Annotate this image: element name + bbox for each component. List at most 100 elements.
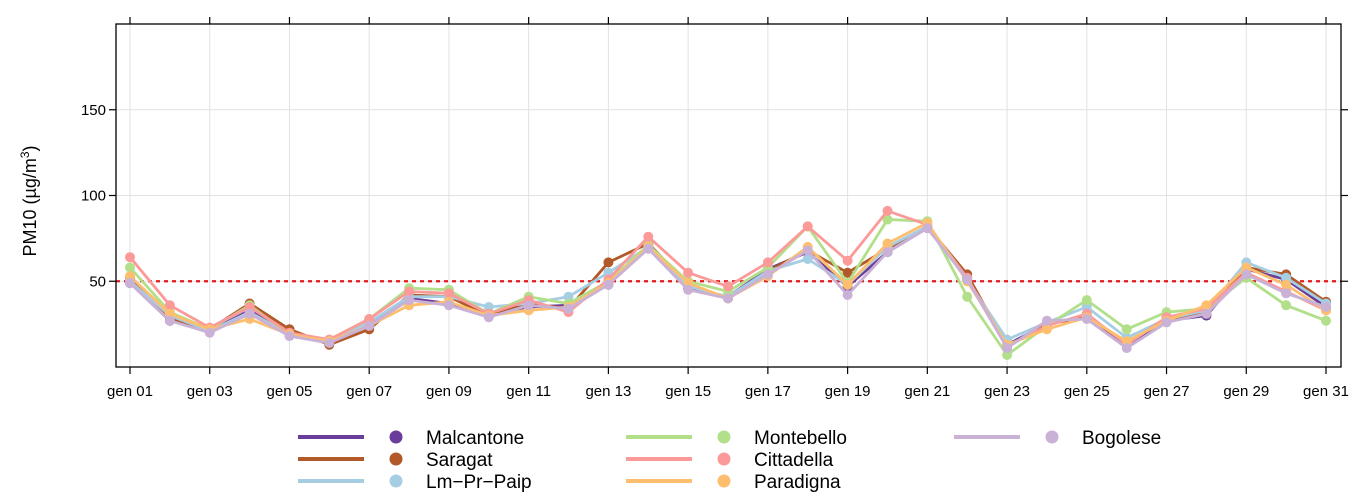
legend-item-0: Malcantone [298,428,524,449]
data-point-5-1 [164,308,175,319]
data-point-6-3 [244,308,255,319]
x-tick-label-14: gen 29 [1223,383,1269,400]
x-tick-label-9: gen 19 [825,383,871,400]
data-point-6-17 [802,245,813,256]
data-point-6-18 [842,290,853,300]
data-point-2-29 [1281,272,1292,283]
data-point-6-10 [523,300,534,311]
x-tick-label-1: gen 03 [187,383,233,400]
legend-marker-4 [717,452,731,466]
data-point-4-18 [842,255,853,266]
data-point-4-14 [683,267,694,278]
legend-item-3: Montebello [626,428,847,449]
legend-marker-5 [717,474,731,488]
data-point-1-18 [842,267,853,278]
data-point-6-5 [324,338,335,348]
data-point-1-12 [603,257,614,268]
x-tick-label-11: gen 23 [984,383,1030,400]
data-point-6-23 [1041,315,1052,326]
y-axis-label-main: PM10 (µg/m [20,158,40,256]
data-point-6-8 [443,300,454,311]
data-point-6-21 [962,274,973,285]
x-tick-label-12: gen 25 [1064,383,1110,400]
data-point-3-21 [962,291,973,302]
data-point-3-29 [1281,300,1292,311]
legend-item-5: Paradigna [626,472,841,493]
y-tick-label-2: 150 [81,102,106,119]
data-point-6-4 [284,331,295,342]
data-point-5-19 [882,238,893,249]
data-point-3-0 [125,262,135,273]
data-point-6-20 [922,223,933,234]
data-point-4-8 [443,288,454,299]
data-point-6-30 [1321,302,1331,312]
data-point-5-27 [1201,300,1212,311]
legend-label-4: Cittadella [754,450,834,471]
y-tick-label-1: 100 [81,188,106,205]
x-tick-label-8: gen 17 [745,383,791,400]
data-point-4-19 [882,205,893,216]
x-tick-label-4: gen 09 [426,383,472,400]
series-6 [125,223,1331,354]
axes: gen 01 gen 03 gen 05 gen 07 gen 09 gen 11 gen … [81,17,1349,400]
data-point-4-13 [643,231,654,242]
data-point-6-22 [1002,343,1013,354]
data-point-6-0 [125,278,135,288]
data-point-6-16 [762,269,773,280]
data-point-4-7 [404,286,415,297]
data-point-3-22 [1002,350,1013,360]
y-axis-label: PM10 (µg/m3) [18,145,40,256]
data-point-6-24 [1081,314,1092,324]
legend-item-1: Saragat [298,450,493,471]
legend-item-4: Cittadella [626,450,834,471]
data-point-6-29 [1281,288,1292,299]
x-tick-label-13: gen 27 [1144,383,1190,400]
data-point-6-27 [1201,308,1212,319]
legend-item-6: Bogolese [954,428,1161,449]
data-point-4-1 [164,300,175,311]
data-point-3-30 [1321,315,1331,326]
legend-label-2: Lm−Pr−Paip [426,472,532,493]
x-tick-label-5: gen 11 [506,383,551,400]
data-point-6-9 [483,312,494,323]
data-point-5-0 [125,271,135,282]
legend-marker-6 [1045,430,1059,444]
data-point-5-28 [1241,262,1252,273]
data-point-6-15 [723,293,733,304]
data-point-4-15 [723,281,733,292]
legend-marker-1 [389,452,403,466]
data-point-3-19 [882,214,893,225]
data-point-4-17 [802,221,813,232]
data-point-3-24 [1081,295,1092,306]
data-point-6-7 [404,295,415,306]
legend-marker-3 [717,430,731,444]
data-point-6-12 [603,279,614,290]
data-point-6-28 [1241,269,1252,280]
x-tick-label-3: gen 07 [346,383,392,400]
legend-label-3: Montebello [754,428,847,449]
data-point-4-16 [762,257,773,268]
legend-label-5: Paradigna [754,472,841,493]
data-point-6-26 [1161,317,1172,328]
y-tick-label-0: 50 [89,273,106,290]
data-point-6-13 [643,243,654,254]
data-point-3-25 [1121,324,1132,335]
x-tick-label-2: gen 05 [267,383,313,400]
data-point-5-18 [842,279,853,290]
data-point-5-29 [1281,279,1292,290]
x-tick-label-0: gen 01 [107,383,153,400]
y-axis-label-close: ) [20,145,40,151]
legend-item-2: Lm−Pr−Paip [298,472,532,493]
legend-marker-2 [389,474,403,488]
data-point-6-1 [164,315,175,326]
x-tick-label-6: gen 13 [585,383,631,400]
x-tick-label-7: gen 15 [665,383,711,400]
x-tick-label-15: gen 31 [1303,383,1349,400]
data-point-5-23 [1041,324,1052,335]
data-point-6-25 [1121,343,1132,354]
data-point-6-14 [683,284,694,295]
series-layer [125,205,1331,360]
data-point-4-0 [125,252,135,263]
